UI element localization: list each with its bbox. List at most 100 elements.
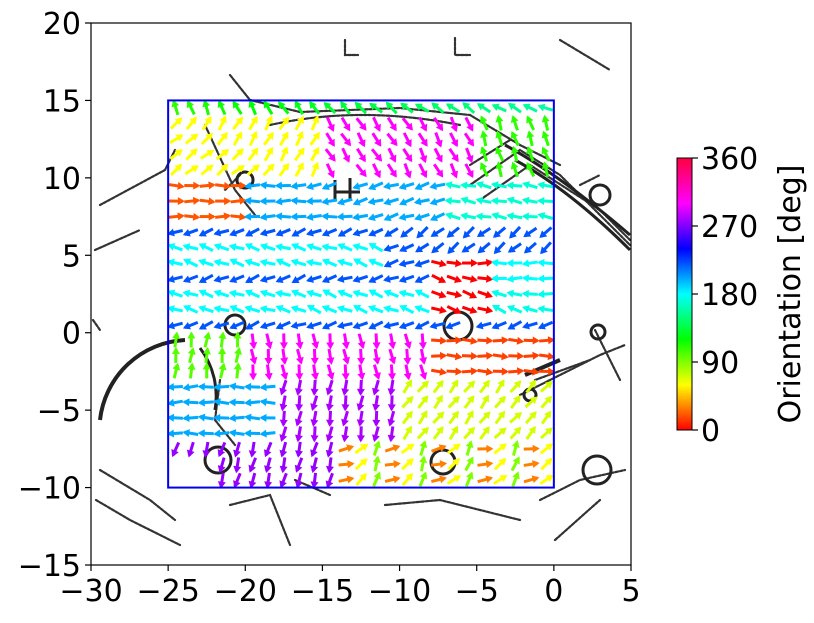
map-pillar xyxy=(590,185,610,205)
orientation-arrow xyxy=(249,442,257,458)
orientation-arrow xyxy=(462,102,474,113)
orientation-arrow xyxy=(229,276,244,283)
orientation-arrow xyxy=(431,260,447,268)
orientation-arrow xyxy=(403,473,413,485)
orientation-arrow xyxy=(234,362,242,378)
orientation-arrow xyxy=(296,349,304,364)
orientation-arrow xyxy=(463,291,477,299)
orientation-arrow xyxy=(537,290,553,298)
orientation-arrow xyxy=(352,322,367,330)
orientation-arrow xyxy=(244,259,259,267)
orientation-arrow xyxy=(524,352,540,360)
orientation-arrow xyxy=(245,275,259,283)
orientation-arrow xyxy=(337,290,352,297)
orientation-arrow xyxy=(430,198,445,206)
orientation-arrow xyxy=(169,182,185,190)
orientation-arrow xyxy=(352,243,367,251)
orientation-arrow xyxy=(447,291,463,299)
orientation-arrow xyxy=(167,305,183,313)
orientation-arrow xyxy=(275,182,291,190)
orientation-arrow xyxy=(434,380,444,393)
orientation-arrow xyxy=(291,305,306,313)
orientation-arrow xyxy=(399,245,414,252)
orientation-arrow xyxy=(398,260,414,268)
orientation-arrow xyxy=(431,337,447,345)
orientation-arrow xyxy=(259,197,275,205)
orientation-arrow xyxy=(447,228,459,238)
orientation-arrow xyxy=(384,214,399,221)
orientation-arrow xyxy=(229,429,245,437)
orientation-arrow xyxy=(542,411,551,424)
x-tick-label: −5 xyxy=(455,574,499,609)
orientation-arrow xyxy=(493,336,509,344)
orientation-arrow xyxy=(198,429,214,437)
orientation-arrow xyxy=(280,163,289,176)
map-wall xyxy=(95,230,140,250)
orientation-arrow xyxy=(387,134,397,146)
orientation-arrow xyxy=(420,365,428,380)
orientation-arrow xyxy=(477,228,490,237)
orientation-arrow xyxy=(171,442,178,457)
orientation-arrow xyxy=(494,443,507,453)
orientation-arrow xyxy=(445,212,460,220)
orientation-arrow xyxy=(431,243,443,253)
orientation-arrow xyxy=(466,410,474,424)
orientation-arrow xyxy=(434,164,443,177)
orientation-arrow xyxy=(492,104,507,111)
orientation-arrow xyxy=(491,290,506,298)
orientation-arrow xyxy=(198,383,214,391)
orientation-arrow xyxy=(372,380,380,395)
orientation-arrow xyxy=(495,427,507,437)
orientation-arrow xyxy=(322,229,337,236)
orientation-arrow xyxy=(260,213,276,221)
orientation-arrow xyxy=(435,133,443,148)
orientation-arrow xyxy=(511,131,518,146)
orientation-arrow xyxy=(373,456,381,472)
orientation-arrow xyxy=(522,274,538,282)
orientation-arrow xyxy=(326,457,334,473)
orientation-arrow xyxy=(434,426,444,439)
orientation-arrow xyxy=(496,115,504,131)
orientation-arrow xyxy=(372,411,380,427)
orientation-arrow xyxy=(357,118,367,131)
orientation-arrow xyxy=(311,132,320,145)
orientation-arrow xyxy=(496,379,504,393)
orientation-arrow xyxy=(477,460,493,468)
orientation-arrow xyxy=(492,322,507,329)
orientation-arrow xyxy=(198,259,213,267)
orientation-arrow xyxy=(186,148,197,159)
orientation-arrow xyxy=(183,322,198,329)
orientation-arrow xyxy=(214,243,229,251)
orientation-arrow xyxy=(327,365,335,380)
orientation-arrow xyxy=(281,146,288,161)
orientation-arrow xyxy=(357,396,365,411)
orientation-arrow xyxy=(357,365,365,381)
orientation-arrow xyxy=(322,290,336,298)
colorbar-tick-label: 90 xyxy=(701,346,739,381)
orientation-arrow xyxy=(306,229,321,237)
orientation-arrow xyxy=(327,117,334,132)
orientation-arrow xyxy=(295,147,304,160)
orientation-arrow xyxy=(264,458,272,473)
orientation-arrow xyxy=(202,99,210,114)
orientation-arrow xyxy=(539,352,555,360)
orientation-arrow xyxy=(415,322,429,330)
orientation-arrow xyxy=(184,213,200,221)
orientation-arrow xyxy=(249,147,259,160)
orientation-arrow xyxy=(169,212,185,220)
orientation-arrow xyxy=(339,460,355,468)
orientation-arrow xyxy=(229,305,244,312)
orientation-arrow xyxy=(229,398,245,406)
orientation-arrow xyxy=(326,473,334,488)
orientation-arrow xyxy=(199,322,213,330)
orientation-arrow xyxy=(368,322,382,330)
orientation-arrow xyxy=(265,334,273,350)
orientation-arrow xyxy=(447,275,462,283)
orientation-arrow xyxy=(167,322,182,330)
orientation-arrow xyxy=(464,380,475,392)
orientation-arrow xyxy=(372,395,380,411)
orientation-arrow xyxy=(524,445,540,453)
y-tick-label: −10 xyxy=(18,472,81,507)
orientation-arrow xyxy=(419,333,427,349)
